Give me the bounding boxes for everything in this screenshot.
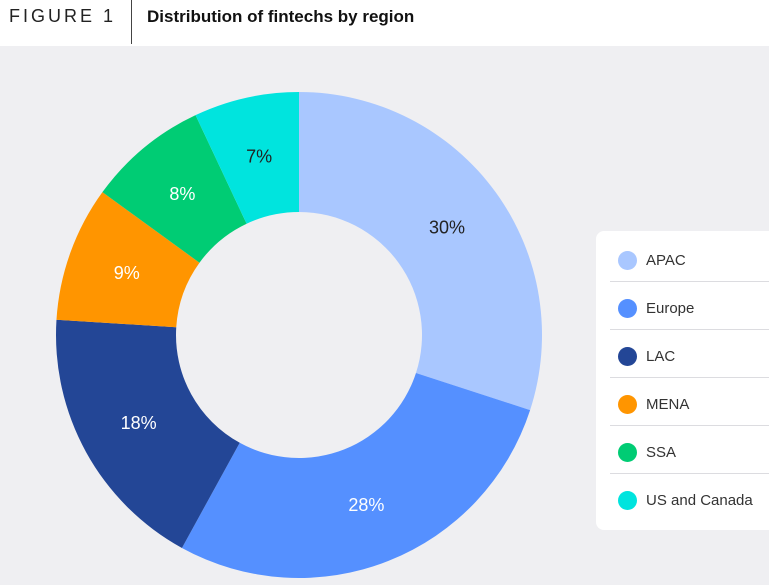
legend-item-mena: MENA — [596, 377, 769, 425]
legend-swatch — [618, 299, 637, 318]
figure-header: FIGURE 1 Distribution of fintechs by reg… — [0, 0, 769, 46]
legend-label: APAC — [646, 252, 686, 269]
slice-apac — [299, 92, 542, 411]
slice-ssa — [102, 115, 247, 263]
data-label-us-and-canada: 7% — [246, 146, 272, 166]
legend-label: MENA — [646, 396, 690, 413]
header-divider — [131, 0, 132, 44]
slice-us-and-canada — [195, 92, 299, 224]
legend-item-us-and-canada: US and Canada — [596, 473, 769, 521]
legend-separator — [610, 425, 769, 426]
chart-panel: 30% 28% 18% 9% 8% 7% APAC Europe LAC MENA SSA US a… — [0, 46, 769, 585]
slice-europe — [181, 373, 531, 578]
legend-label: SSA — [646, 444, 677, 461]
legend-separator — [610, 281, 769, 282]
slice-lac — [55, 319, 240, 548]
data-label-apac: 30% — [429, 217, 465, 237]
donut-chart: 30% 28% 18% 9% 8% 7% — [55, 92, 542, 578]
legend-label: Europe — [646, 300, 695, 317]
legend-swatch — [618, 395, 637, 414]
legend-separator — [610, 377, 769, 378]
data-label-mena: 9% — [114, 263, 140, 283]
legend-item-lac: LAC — [596, 329, 769, 377]
data-label-ssa: 8% — [169, 184, 195, 204]
data-label-europe: 28% — [348, 495, 384, 515]
data-label-lac: 18% — [121, 413, 157, 433]
legend-swatch — [618, 347, 637, 366]
legend-label: US and Canada — [646, 492, 753, 509]
legend-label: LAC — [646, 348, 676, 365]
figure-number: FIGURE 1 — [9, 6, 117, 26]
legend-item-ssa: SSA — [596, 425, 769, 473]
legend-separator — [610, 329, 769, 330]
legend-separator — [610, 473, 769, 474]
legend-swatch — [618, 443, 637, 462]
figure-title: Distribution of fintechs by region — [147, 7, 415, 26]
legend-swatch — [618, 251, 637, 270]
slice-mena — [56, 192, 200, 328]
chart-legend: APAC Europe LAC MENA SSA US and Canada — [596, 231, 769, 530]
legend-item-europe: Europe — [596, 281, 769, 329]
legend-swatch — [618, 491, 637, 510]
legend-item-apac: APAC — [596, 233, 769, 281]
